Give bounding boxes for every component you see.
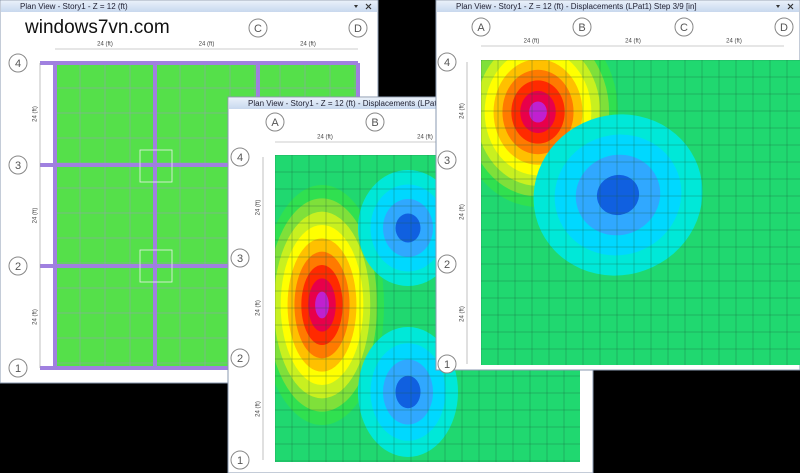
contour-band	[395, 375, 421, 409]
dimension-label: 24 (ft)	[417, 135, 433, 141]
dimension-label: 24 (ft)	[256, 300, 262, 316]
window-title: Plan View - Story1 - Z = 12 (ft) - Displ…	[456, 2, 697, 11]
title-bar	[437, 1, 799, 12]
grid-bubble	[437, 150, 457, 170]
grid-bubble	[8, 358, 28, 378]
opening	[139, 149, 173, 183]
grid-bubble-label: 4	[444, 57, 450, 69]
grid-bubble-label: 2	[237, 353, 243, 365]
grid-bubble-label: C	[254, 23, 262, 35]
contour-band	[395, 213, 421, 243]
dimension-label: 24 (ft)	[256, 200, 262, 216]
grid-bubble-label: D	[354, 23, 362, 35]
grid-bubble-label: D	[780, 22, 788, 34]
grid-bubble	[8, 256, 28, 276]
beam	[153, 63, 157, 368]
window: Plan View - Story1 - Z = 12 (ft) - Displ…	[227, 96, 594, 473]
dimension-label: 24 (ft)	[300, 42, 316, 48]
dimension-label: 24 (ft)	[460, 204, 466, 220]
watermark: windows7vn.com	[24, 17, 170, 38]
grid-bubble	[248, 18, 268, 38]
dimension-label: 24 (ft)	[524, 39, 540, 45]
dimension-label: 24 (ft)	[460, 306, 466, 322]
dimension-label: 24 (ft)	[33, 106, 39, 122]
dimension-label: 24 (ft)	[33, 309, 39, 325]
dimension-label: 24 (ft)	[256, 401, 262, 417]
dimension-label: 24 (ft)	[317, 135, 333, 141]
beam	[40, 264, 358, 268]
grid-bubble-label: 4	[237, 152, 243, 164]
contour-band	[529, 101, 547, 123]
contour-band	[315, 291, 329, 319]
grid-bubble	[265, 112, 285, 132]
window-title: Plan View - Story1 - Z = 12 (ft)	[20, 2, 128, 11]
grid-bubble-label: A	[271, 117, 279, 129]
grid-bubble-label: A	[477, 22, 485, 34]
grid-bubble	[471, 17, 491, 37]
grid-bubble	[365, 112, 385, 132]
grid-bubble	[348, 18, 368, 38]
dimension-label: 24 (ft)	[625, 39, 641, 45]
title-bar	[1, 1, 377, 12]
close-button[interactable]	[365, 3, 372, 10]
grid-bubble	[437, 354, 457, 374]
contour-plot	[481, 60, 800, 365]
contour-band	[596, 174, 640, 216]
grid-bubble	[572, 17, 592, 37]
dimension-label: 24 (ft)	[460, 103, 466, 119]
grid-bubble-label: 3	[15, 160, 21, 172]
grid-bubble-label: 1	[237, 455, 243, 467]
grid-bubble	[437, 254, 457, 274]
grid-bubble-label: 3	[444, 155, 450, 167]
grid-bubble-label: 2	[15, 261, 21, 273]
opening	[139, 249, 173, 283]
grid-bubble-label: 4	[15, 58, 21, 70]
dimension-label: 24 (ft)	[97, 42, 113, 48]
grid-bubble-label: 3	[237, 253, 243, 265]
grid-bubble-label: B	[371, 117, 378, 129]
grid-bubble-label: B	[578, 22, 585, 34]
close-button[interactable]	[787, 3, 794, 10]
beam	[40, 366, 358, 370]
window-title: Plan View - Story1 - Z = 12 (ft) - Displ…	[248, 99, 463, 108]
grid-bubble	[8, 155, 28, 175]
grid-bubble-label: C	[680, 22, 688, 34]
grid-bubble	[230, 147, 250, 167]
title-bar	[229, 98, 592, 109]
grid-bubble-label: 1	[444, 359, 450, 371]
grid-bubble-label: 1	[15, 363, 21, 375]
dropdown-button[interactable]	[776, 5, 780, 8]
dropdown-button[interactable]	[354, 5, 358, 8]
beam	[53, 63, 57, 368]
grid-bubble	[230, 450, 250, 470]
dimension-label: 24 (ft)	[726, 39, 742, 45]
grid-bubble	[230, 348, 250, 368]
window: Plan View - Story1 - Z = 12 (ft) - Displ…	[435, 0, 800, 374]
beam	[40, 61, 358, 65]
beam	[40, 163, 358, 167]
grid-bubble	[8, 53, 28, 73]
grid-bubble-label: 2	[444, 259, 450, 271]
dimension-label: 24 (ft)	[199, 42, 215, 48]
grid-bubble	[437, 52, 457, 72]
grid-bubble	[774, 17, 794, 37]
dimension-label: 24 (ft)	[33, 208, 39, 224]
grid-bubble	[230, 248, 250, 268]
grid-bubble	[674, 17, 694, 37]
